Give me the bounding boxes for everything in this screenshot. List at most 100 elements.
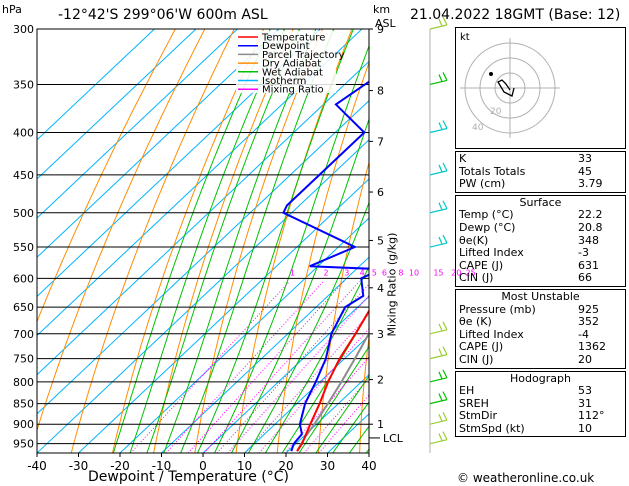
wet-adiabat-line (230, 117, 369, 453)
mixing-ratio-line (130, 280, 291, 453)
hodograph-trace (497, 79, 515, 97)
pressure-tick-label: 600 (13, 272, 34, 285)
isotherm-line (37, 29, 197, 180)
wind-barb (429, 419, 448, 425)
wind-barb-flag (438, 236, 443, 245)
hodograph-row: EH 53 (459, 384, 622, 398)
hodograph-row: StmDir 112° (459, 410, 622, 423)
mixing-ratio-axis-label: Mixing Ratio (g/kg) (385, 232, 399, 337)
wind-barb-flag (438, 18, 443, 27)
datetime-title: 21.04.2022 18GMT (Base: 12) (410, 7, 621, 23)
km-label: km (373, 3, 391, 16)
indices-panel: K 33 Totals Totals 45 PW (cm) 3.79 Surface Te… (455, 27, 626, 439)
wind-barb (429, 24, 448, 30)
dry-adiabat-line (37, 29, 176, 324)
wind-barb-flag (438, 122, 443, 130)
wind-barb (429, 208, 448, 214)
legend-entry: Wet Adiabat (262, 67, 323, 78)
wind-barb (429, 354, 448, 360)
legend-entry: Dry Adiabat (262, 59, 321, 70)
temperature-tick-label: 0 (199, 459, 207, 473)
wind-barb-flag (438, 371, 443, 380)
hodograph-label: SREH (459, 396, 489, 410)
pressure-tick-label: 350 (13, 78, 34, 91)
isotherm-line (37, 60, 369, 376)
wind-barb-flag (442, 16, 448, 26)
wet-adiabat-line (332, 401, 369, 453)
hpa-label: hPa (2, 3, 22, 16)
mixing-ratio-label: 20 (451, 268, 461, 277)
hodograph-label: EH (459, 384, 475, 398)
hodograph-label: StmSpd (kt) (459, 421, 525, 435)
surface-row: Dewp (°C) 20.8 (459, 220, 622, 235)
wind-barb-flag (438, 348, 443, 356)
legend-entry: Mixing Ratio (262, 85, 324, 96)
surface-value: 348 (578, 233, 599, 247)
mixing-ratio-label: 3 (344, 268, 349, 277)
hodograph-inset (455, 27, 626, 149)
most-unstable-value: 925 (578, 302, 599, 316)
wet-adiabat-line (281, 310, 369, 453)
hodograph-ring-label: 40 (472, 123, 484, 133)
wet-adiabat-line (247, 201, 369, 453)
parcel-trajectory-line (296, 331, 369, 452)
most-unstable-value: 1362 (578, 340, 606, 354)
most-unstable-label: θe (K) (459, 315, 492, 329)
wind-barb-flag (438, 433, 443, 441)
pressure-tick-label: 750 (13, 353, 34, 366)
pressure-tick-label: 800 (13, 376, 34, 389)
legend-entry: Isotherm (262, 76, 306, 87)
hodograph-box: Hodograph EH 53 SREH 31 StmDir 112° StmSpd (kt… (455, 370, 626, 438)
hodograph-ring-label: 20 (490, 107, 502, 117)
wind-barb (429, 399, 448, 405)
surface-value: 20.8 (578, 220, 603, 234)
temperature-profile-line (296, 309, 369, 452)
dewpoint-profile-line (282, 80, 369, 452)
dry-adiabat-line (153, 29, 294, 453)
mixing-ratio-label: 5 (372, 268, 377, 277)
index-label: PW (cm) (459, 177, 506, 191)
most-unstable-title: Most Unstable (501, 289, 580, 303)
pressure-tick-label: 500 (13, 207, 34, 220)
surface-label: Dewp (°C) (459, 220, 516, 234)
index-row: Totals Totals 45 (459, 165, 622, 179)
index-row: K 33 (459, 152, 622, 166)
surface-value: 66 (578, 271, 592, 285)
wind-barb (429, 377, 448, 383)
mixing-ratio-label: 6 (382, 268, 387, 277)
surface-label: θe(K) (459, 233, 489, 247)
pressure-tick-label: 550 (13, 241, 34, 254)
wind-barb (429, 439, 448, 445)
temperature-tick-label: -20 (110, 459, 130, 473)
index-row: PW (cm) 3.79 (459, 178, 622, 191)
mixing-ratio-label: 2 (324, 268, 329, 277)
km-tick-label: 6 (377, 186, 384, 199)
wet-adiabat-line (146, 29, 301, 453)
dry-adiabat-line (235, 29, 353, 453)
mixing-ratio-line (165, 280, 324, 453)
km-tick-label: 8 (377, 85, 384, 98)
storm-motion-marker (489, 72, 493, 76)
dry-adiabat-line (194, 29, 323, 453)
index-label: K (459, 152, 467, 165)
most-unstable-value: 20 (578, 352, 592, 366)
surface-label: CAPE (J) (459, 258, 504, 272)
lcl-label: LCL (383, 432, 404, 445)
wet-adiabat-line (214, 44, 369, 453)
hodograph-label: StmDir (459, 409, 498, 423)
pressure-tick-label: 450 (13, 169, 34, 182)
wind-barb-flag (442, 411, 448, 421)
stability-indices-box: K 33 Totals Totals 45 PW (cm) 3.79 (455, 151, 626, 193)
temperature-tick-label: 30 (320, 459, 335, 473)
wet-adiabat-line (163, 29, 317, 453)
legend-entry: Parcel Trajectory (262, 50, 345, 61)
surface-row: Temp (°C) 22.2 (459, 209, 622, 222)
km-tick-label: 1 (377, 418, 384, 431)
hodograph-value: 31 (578, 396, 592, 410)
dry-adiabat-line (111, 29, 265, 453)
wind-barb (429, 170, 448, 176)
mixing-ratio-label: 1 (290, 268, 295, 277)
pressure-tick-label: 850 (13, 398, 34, 411)
wet-adiabat-line (197, 29, 354, 453)
mixing-ratio-label: 25 (466, 268, 476, 277)
